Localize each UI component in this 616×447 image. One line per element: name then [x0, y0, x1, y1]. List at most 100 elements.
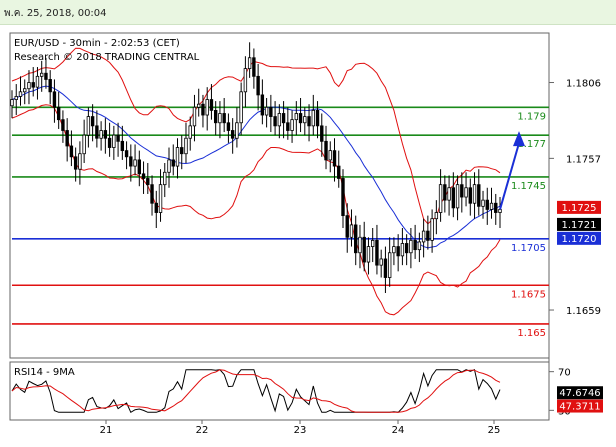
candle-body-15 — [73, 156, 78, 170]
candle-body-6 — [35, 75, 40, 88]
candle-body-97 — [421, 230, 426, 243]
candle-body-89 — [387, 252, 392, 278]
candle-body-52 — [230, 130, 235, 139]
candle-body-71 — [311, 109, 315, 127]
candle-body-84 — [366, 246, 371, 263]
forecast-arrow-line — [499, 142, 520, 210]
candle-body-34 — [154, 202, 158, 213]
bollinger-bands — [11, 47, 501, 316]
candle-body-81 — [354, 224, 358, 254]
candle-body-7 — [40, 72, 44, 77]
candle-body-18 — [86, 116, 91, 136]
candle-body-57 — [252, 57, 256, 77]
candle-body-28 — [129, 156, 133, 167]
candle-body-37 — [167, 159, 171, 173]
rsi-line — [11, 369, 501, 414]
candle-body-48 — [213, 109, 218, 124]
candle-body-93 — [404, 243, 409, 254]
rsi-tick-label-0: 70 — [558, 368, 571, 379]
candle-body-75 — [328, 150, 332, 161]
main-plot-frame — [9, 32, 550, 359]
candle-body-104 — [451, 187, 456, 209]
candle-body-91 — [396, 246, 400, 257]
candle-body-1 — [14, 96, 18, 100]
candle-body-112 — [485, 199, 489, 210]
candlestick-series — [10, 42, 502, 293]
candle-body-36 — [163, 171, 167, 186]
candle-body-74 — [324, 140, 328, 161]
candle-body-5 — [31, 82, 35, 88]
price-badge-label-0: 1.1725 — [562, 203, 597, 214]
candle-body-60 — [264, 106, 269, 116]
candle-body-101 — [438, 184, 443, 213]
top-status-bar: พ.ค. 25, 2018, 00:04 — [0, 0, 616, 25]
price-tick-label-2: 1.1659 — [566, 306, 601, 317]
price-tick-label-0: 1.1806 — [566, 79, 601, 90]
candle-body-14 — [69, 145, 74, 158]
candle-body-4 — [27, 82, 31, 90]
candle-body-2 — [18, 91, 23, 97]
candle-body-25 — [116, 134, 120, 142]
candle-body-10 — [52, 91, 57, 108]
candle-body-16 — [78, 153, 82, 170]
candle-body-115 — [498, 209, 502, 213]
candle-body-72 — [315, 109, 320, 127]
candle-body-51 — [226, 122, 231, 131]
candle-body-30 — [137, 159, 142, 175]
chart-subtitle: Research © 2018 TRADING CENTRAL — [14, 52, 200, 63]
candle-body-70 — [307, 116, 311, 127]
candle-body-23 — [107, 137, 112, 148]
candle-body-9 — [48, 79, 52, 93]
candle-body-105 — [455, 184, 460, 209]
candle-body-76 — [332, 150, 337, 167]
candle-body-98 — [426, 230, 430, 241]
candle-body-19 — [90, 116, 95, 127]
timestamp-label: พ.ค. 25, 2018, 00:04 — [4, 8, 107, 19]
candle-body-22 — [103, 130, 108, 139]
price-tick-label-1: 1.1757 — [566, 154, 601, 165]
price-badge-label-1: 1.1721 — [562, 220, 597, 231]
x-tick-label-2: 23 — [294, 425, 307, 436]
candle-body-41 — [184, 137, 188, 155]
price-badge-0 — [557, 200, 601, 214]
candle-body-82 — [358, 236, 362, 254]
candle-body-67 — [294, 113, 299, 121]
candle-body-64 — [281, 113, 286, 124]
candle-body-68 — [298, 113, 303, 124]
candle-body-43 — [192, 106, 197, 127]
candle-body-111 — [481, 199, 485, 207]
candle-body-110 — [477, 184, 481, 207]
rsi-badge-1 — [557, 399, 603, 413]
candle-body-106 — [460, 184, 464, 198]
rsi-ma-line — [11, 369, 501, 413]
candle-body-58 — [256, 75, 260, 96]
candle-body-47 — [209, 99, 214, 111]
candle-body-96 — [417, 241, 422, 251]
rsi-badge-label-0: 47.6746 — [559, 388, 600, 399]
candle-body-54 — [239, 91, 243, 124]
candle-body-13 — [65, 130, 69, 147]
support-resistance-levels: 1.179 1.177 1.1745 1.1705 1.1675 1.165 — [12, 106, 549, 339]
level-label-1: 1.177 — [517, 139, 546, 150]
candle-body-79 — [345, 215, 349, 238]
x-tick-label-4: 25 — [488, 425, 501, 436]
candle-body-35 — [158, 184, 163, 213]
candle-body-49 — [218, 113, 222, 124]
candle-body-27 — [124, 150, 129, 158]
candle-body-103 — [447, 187, 451, 201]
candle-body-114 — [494, 202, 498, 213]
candle-body-38 — [171, 159, 175, 167]
price-badge-label-2: 1.1720 — [562, 234, 597, 245]
candle-body-0 — [10, 99, 14, 107]
candle-body-108 — [468, 187, 472, 204]
candle-body-53 — [235, 122, 239, 139]
level-label-0: 1.179 — [517, 111, 546, 122]
candle-body-42 — [188, 125, 192, 139]
candle-body-59 — [260, 94, 265, 116]
candle-body-33 — [150, 184, 154, 204]
candle-body-31 — [141, 173, 146, 179]
candle-body-87 — [379, 258, 383, 266]
candle-body-24 — [112, 134, 116, 148]
candle-body-17 — [82, 134, 86, 155]
candle-body-107 — [464, 187, 468, 198]
